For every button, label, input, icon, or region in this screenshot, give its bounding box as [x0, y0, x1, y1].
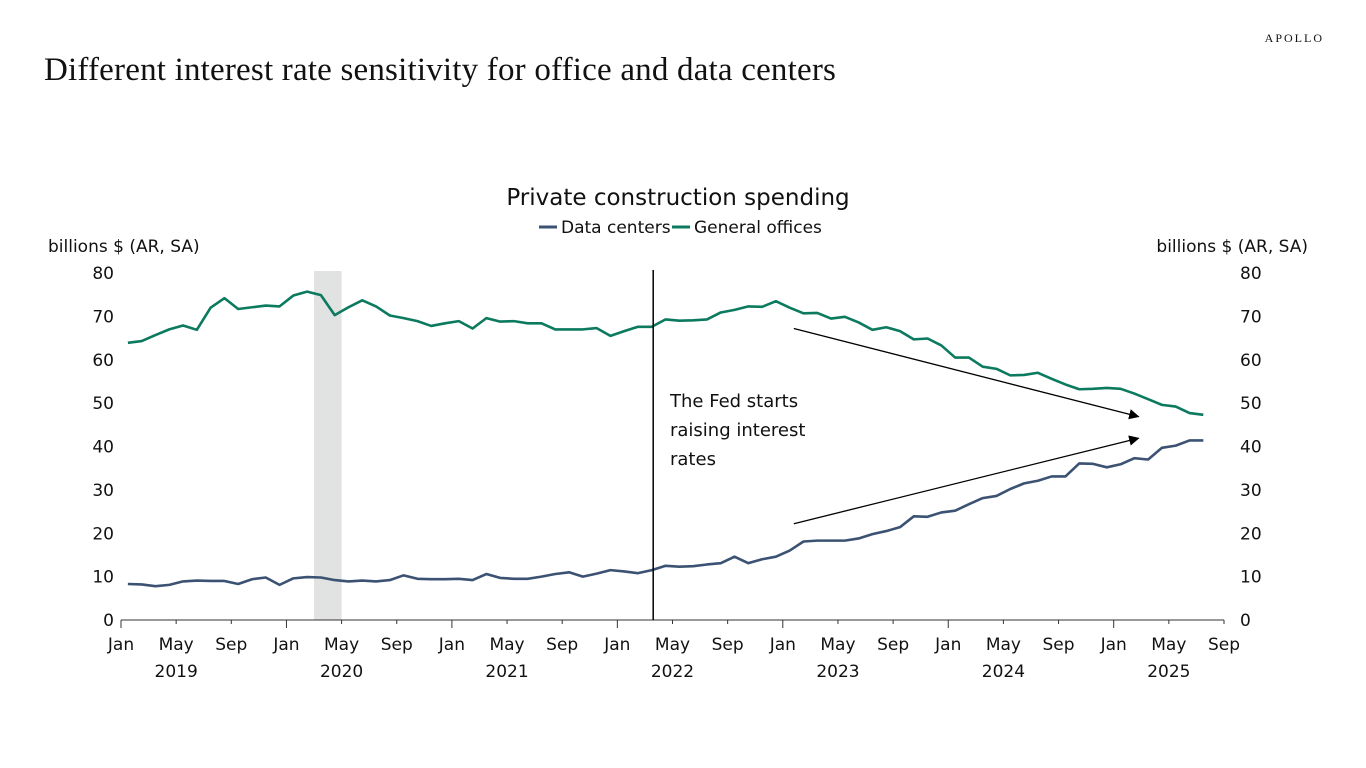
- x-tick-label-year: 2020: [320, 662, 363, 682]
- legend-label-data-centers: Data centers: [561, 218, 671, 238]
- y-axis-label-left: billions $ (AR, SA): [48, 237, 200, 257]
- y-tick-label-right: 50: [1240, 394, 1262, 414]
- x-tick-label-month: Sep: [1043, 635, 1075, 655]
- y-tick-label-left: 50: [92, 394, 114, 414]
- fed-annotation-text: rates: [670, 449, 716, 470]
- recession-shading: [314, 271, 342, 620]
- y-tick-label-left: 80: [92, 264, 114, 284]
- y-axis-label-right: billions $ (AR, SA): [1156, 237, 1308, 257]
- y-tick-label-left: 40: [92, 438, 114, 458]
- y-tick-label-left: 0: [103, 611, 114, 631]
- x-tick-label-month: Jan: [603, 635, 630, 655]
- y-tick-label-right: 60: [1240, 351, 1262, 371]
- y-tick-label-left: 10: [92, 568, 114, 588]
- x-tick-label-month: Sep: [877, 635, 909, 655]
- x-tick-label-month: May: [159, 635, 194, 655]
- x-tick-label-year: 2022: [651, 662, 694, 682]
- x-tick-label-year: 2023: [816, 662, 859, 682]
- x-tick-label-month: May: [324, 635, 359, 655]
- x-tick-label-month: Sep: [1208, 635, 1240, 655]
- x-tick-label-month: May: [655, 635, 690, 655]
- y-tick-label-right: 10: [1240, 568, 1262, 588]
- x-tick-label-year: 2025: [1147, 662, 1190, 682]
- x-tick-label-year: 2021: [485, 662, 528, 682]
- x-tick-label-year: 2019: [155, 662, 198, 682]
- x-tick-label-month: Jan: [1100, 635, 1127, 655]
- x-tick-label-month: Jan: [438, 635, 465, 655]
- legend: Data centers General offices: [539, 218, 822, 238]
- x-tick-label-month: Sep: [712, 635, 744, 655]
- y-tick-label-right: 20: [1240, 524, 1262, 544]
- y-tick-label-right: 0: [1240, 611, 1251, 631]
- y-tick-label-right: 30: [1240, 481, 1262, 501]
- x-tick-label-month: Sep: [546, 635, 578, 655]
- x-tick-label-month: May: [986, 635, 1021, 655]
- arrow-office-decline: [793, 327, 1140, 420]
- series-line-general-offices: [127, 290, 1204, 417]
- y-tick-label-left: 20: [92, 524, 114, 544]
- y-tick-label-right: 40: [1240, 438, 1262, 458]
- x-tick-label-month: May: [820, 635, 855, 655]
- arrow-datacenter-rise: [793, 435, 1140, 525]
- x-tick-label-month: Jan: [272, 635, 299, 655]
- fed-annotation-text: raising interest: [670, 420, 805, 441]
- y-tick-label-right: 70: [1240, 307, 1262, 327]
- x-tick-label-month: May: [489, 635, 524, 655]
- x-tick-label-month: Jan: [107, 635, 134, 655]
- x-tick-label-year: 2024: [982, 662, 1025, 682]
- y-tick-label-left: 30: [92, 481, 114, 501]
- x-tick-label-month: Jan: [769, 635, 796, 655]
- x-tick-label-month: Jan: [934, 635, 961, 655]
- page-title: Different interest rate sensitivity for …: [44, 52, 837, 88]
- x-tick-label-month: May: [1151, 635, 1186, 655]
- y-tick-label-right: 80: [1240, 264, 1262, 284]
- y-tick-label-left: 60: [92, 351, 114, 371]
- apollo-logo: APOLLO: [1264, 31, 1324, 45]
- chart-title: Private construction spending: [506, 185, 849, 211]
- x-tick-label-month: Sep: [381, 635, 413, 655]
- x-tick-label-month: Sep: [215, 635, 247, 655]
- y-tick-label-left: 70: [92, 307, 114, 327]
- legend-label-general-offices: General offices: [694, 218, 822, 238]
- fed-annotation-text: The Fed starts: [669, 391, 798, 412]
